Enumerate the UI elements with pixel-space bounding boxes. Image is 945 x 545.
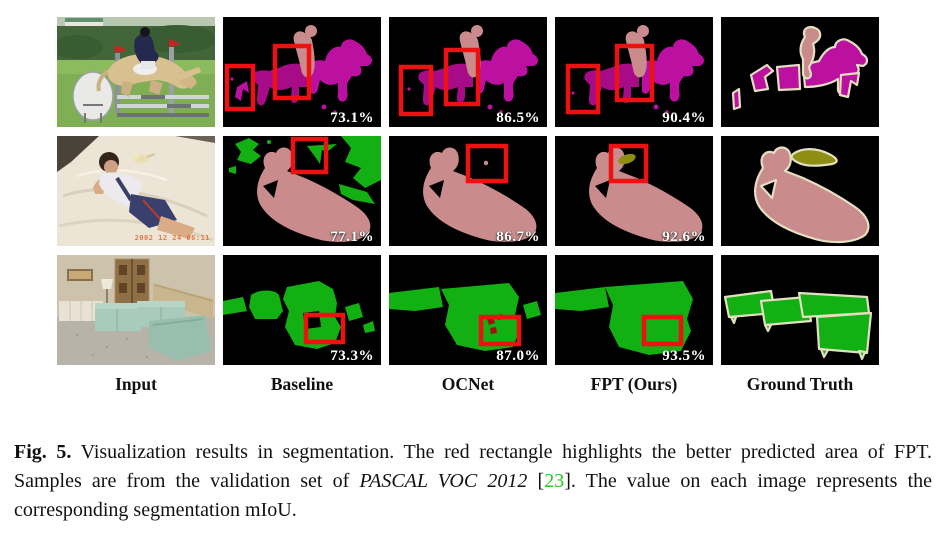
mask-baseline-sofa: 73.3% [223, 255, 381, 365]
ocnet-horse-mask-graphic [398, 25, 539, 117]
caption-text-1: Visualization results in segmentation. T… [14, 441, 932, 492]
caption-dataset-name: PASCAL VOC 2012 [359, 470, 528, 492]
highlight-rect [303, 312, 346, 345]
mask-ocnet-boy: 86.7% [389, 136, 547, 246]
fpt-horse-mask-graphic [565, 25, 705, 115]
column-label-baseline: Baseline [270, 374, 334, 394]
ground-truth-sofa [721, 255, 879, 365]
mask-baseline-boy: 77.1% [223, 136, 381, 246]
ground-truth-boy [721, 136, 879, 246]
highlight-rect [290, 136, 329, 175]
miou-score: 73.3% [330, 348, 374, 364]
horse-photo-graphic [57, 17, 215, 127]
input-photo-boy: 2002 12 24 06:11 [57, 136, 215, 246]
baseline-sofa-mask-graphic [223, 281, 375, 349]
column-label-ground-truth: Ground Truth [746, 374, 854, 394]
ground-truth-horse [721, 17, 879, 127]
column-label-fpt: FPT (Ours) [590, 374, 678, 394]
highlight-rect [478, 314, 522, 347]
miou-score: 93.5% [662, 348, 706, 364]
mask-fpt-boy: 92.6% [555, 136, 713, 246]
caption-label: Fig. 5. [14, 441, 72, 463]
miou-score: 73.1% [330, 110, 374, 126]
ocnet-boy-mask-graphic [423, 143, 537, 243]
gt-sofa-graphic [723, 289, 873, 361]
miou-score: 77.1% [330, 229, 374, 245]
fpt-sofa-mask-graphic [555, 281, 693, 355]
baseline-boy-mask-graphic [229, 136, 381, 243]
caption-text-2: [ [527, 470, 545, 492]
baseline-horse-mask-graphic [224, 25, 373, 114]
boy-photo-graphic [57, 136, 215, 246]
miou-score: 92.6% [662, 229, 706, 245]
column-labels-row: Input Baseline OCNet FPT (Ours) Ground T… [57, 374, 879, 395]
gt-boy-graphic [753, 146, 870, 244]
caption-citation-number: 23 [544, 470, 565, 492]
highlight-rect [608, 143, 649, 184]
highlight-rect [224, 63, 256, 112]
miou-score: 86.7% [496, 229, 540, 245]
figure-caption: Fig. 5. Visualization results in segment… [14, 438, 932, 525]
highlight-rect [465, 143, 509, 184]
mask-ocnet-sofa: 87.0% [389, 255, 547, 365]
input-photo-livingroom [57, 255, 215, 365]
mask-fpt-sofa: 93.5% [555, 255, 713, 365]
mask-fpt-horse: 90.4% [555, 17, 713, 127]
miou-score: 87.0% [496, 348, 540, 364]
miou-score: 90.4% [662, 110, 706, 126]
highlight-rect [614, 43, 655, 103]
column-label-ocnet: OCNet [441, 374, 495, 394]
figure-grid: 73.1% 86.5% 90.4% [57, 17, 879, 365]
highlight-rect [565, 63, 601, 115]
highlight-rect [398, 64, 434, 117]
livingroom-photo-graphic [57, 255, 215, 365]
caption-text-3: ]. The value on each image represents th… [14, 470, 933, 521]
mask-ocnet-horse: 86.5% [389, 17, 547, 127]
highlight-rect [641, 314, 684, 347]
gt-horse-graphic [731, 25, 869, 111]
column-label-input: Input [115, 374, 157, 394]
photo-timestamp: 2002 12 24 06:11 [134, 234, 210, 242]
mask-baseline-horse: 73.1% [223, 17, 381, 127]
fpt-boy-mask-graphic [589, 143, 703, 243]
highlight-rect [272, 43, 312, 101]
input-photo-horse [57, 17, 215, 127]
highlight-rect [443, 47, 481, 107]
ocnet-sofa-mask-graphic [389, 283, 541, 351]
miou-score: 86.5% [496, 110, 540, 126]
